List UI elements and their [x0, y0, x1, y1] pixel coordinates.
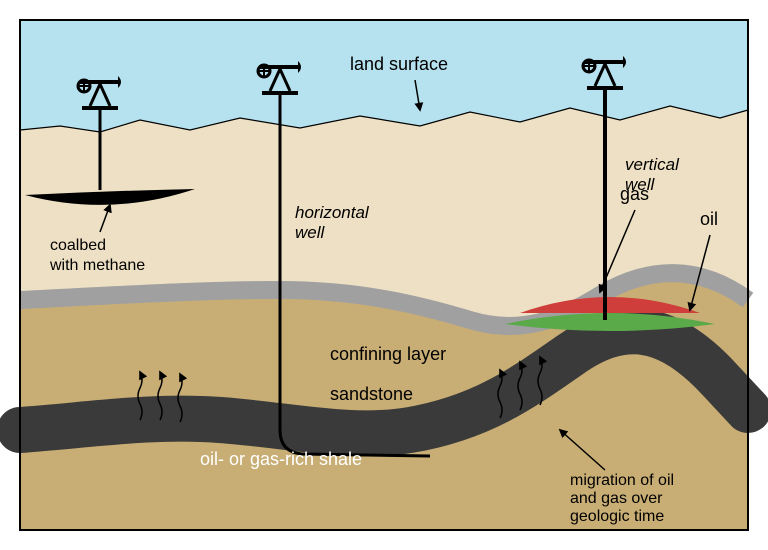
diagram-frame: land surfaceverticalwellhorizontalwellco…: [0, 0, 768, 550]
oil-label: oil: [700, 209, 718, 229]
shale-label: oil- or gas-rich shale: [200, 449, 362, 469]
geology-diagram: land surfaceverticalwellhorizontalwellco…: [0, 0, 768, 550]
confining-layer-label: confining layer: [330, 344, 446, 364]
gas-label: gas: [620, 184, 649, 204]
sandstone-label: sandstone: [330, 384, 413, 404]
migration-label: migration of oiland gas overgeologic tim…: [570, 472, 674, 525]
land-surface-label: land surface: [350, 54, 448, 74]
